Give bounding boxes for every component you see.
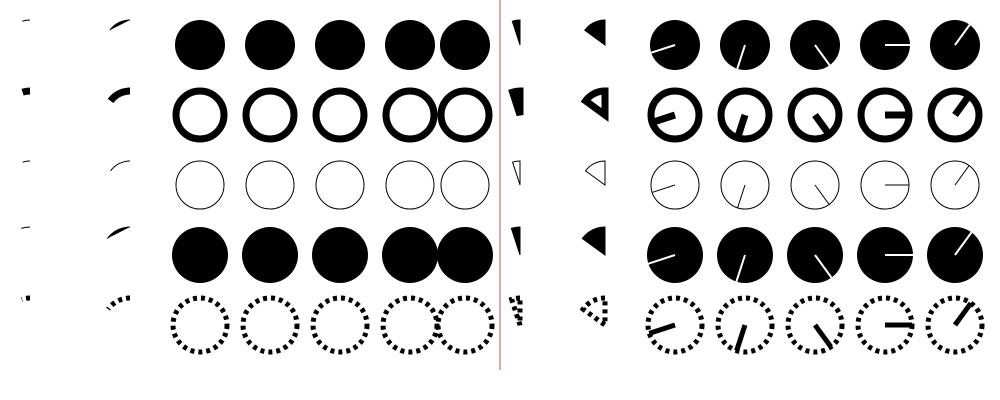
arc-right-r4-c4-radius — [735, 254, 746, 282]
arc-right-r3-c5 — [790, 160, 840, 210]
arc-right-r2-c1 — [508, 87, 524, 117]
arc-right-r4-c7-radius — [954, 231, 973, 256]
arc-left-r2-c4 — [242, 87, 298, 143]
arc-right-r3-c7 — [930, 160, 980, 210]
arc-right-r2-c3-radius — [651, 111, 677, 126]
arc-left-r3-c5 — [315, 160, 365, 210]
arc-right-r3-c7-radius — [954, 165, 970, 186]
arc-left-r4-c2 — [106, 226, 131, 239]
arc-right-r3-c4-radius — [737, 184, 746, 208]
arc-right-r5-c4 — [715, 295, 775, 355]
arc-left-r5-c2 — [106, 295, 131, 311]
arc-right-r5-c3-radius — [648, 322, 676, 336]
arc-right-r5-c7 — [925, 295, 985, 355]
arc-left-r1-c5 — [315, 20, 365, 70]
arc-left-r4-c3 — [172, 227, 228, 283]
arc-left-r2-c2 — [107, 87, 131, 104]
arc-right-r4-c5-radius — [814, 254, 833, 279]
arc-right-r2-c7 — [927, 87, 983, 143]
arc-left-r1-c4 — [245, 20, 295, 70]
arc-left-r3-c2 — [110, 160, 131, 172]
arc-right-r5-c2 — [579, 295, 608, 330]
arc-left-r3-c6 — [385, 160, 435, 210]
arc-right-r2-c5-radius — [812, 112, 832, 137]
arc-right-r2-c4 — [717, 87, 773, 143]
arc-right-r1-c5-radius — [814, 44, 831, 66]
arc-right-r1-c1 — [511, 19, 521, 46]
arc-left-r1-c7 — [440, 20, 490, 70]
arc-left-r3-c1 — [22, 160, 31, 163]
arc-left-r4-c6 — [382, 227, 438, 283]
arc-right-r3-c4 — [720, 160, 770, 210]
arc-left-r2-c3 — [172, 87, 228, 143]
arc-left-r4-c7 — [437, 227, 493, 283]
arc-left-r5-c3 — [170, 295, 230, 355]
arc-right-r2-c5 — [787, 87, 843, 143]
arc-right-r2-c2 — [580, 87, 609, 122]
arc-left-r5-c1 — [20, 295, 31, 302]
arc-right-r5-c5 — [785, 295, 845, 355]
arc-right-r3-c3-radius — [652, 184, 676, 193]
arc-left-r3-c4 — [245, 160, 295, 210]
arc-left-r2-c5 — [312, 87, 368, 143]
arc-right-r2-c3 — [647, 87, 703, 143]
arc-right-r4-c2 — [581, 226, 606, 256]
arc-left-r4-c1 — [21, 226, 31, 229]
arc-left-r5-c4 — [240, 295, 300, 355]
arc-left-r1-c3 — [175, 20, 225, 70]
arc-left-r5-c7 — [435, 295, 495, 355]
arc-right-r5-c7-radius — [952, 301, 973, 327]
arc-right-r4-c3-radius — [648, 254, 676, 265]
arc-left-r5-c6 — [380, 295, 440, 355]
arc-left-r5-c5 — [310, 295, 370, 355]
arc-left-r4-c5 — [312, 227, 368, 283]
arc-right-r3-c2 — [584, 160, 606, 186]
arc-right-r1-c2 — [584, 19, 606, 46]
arc-right-r1-c4-radius — [736, 44, 746, 70]
arc-right-r3-c5-radius — [814, 184, 830, 205]
arc-right-r4-c1 — [510, 226, 521, 256]
arc-right-r1-c3-radius — [650, 44, 676, 54]
arc-left-r1-c2 — [109, 19, 131, 31]
arc-right-r5-c3 — [645, 295, 705, 355]
arc-left-r2-c6 — [382, 87, 438, 143]
arc-left-r1-c6 — [385, 20, 435, 70]
arc-left-r1-c1 — [22, 19, 31, 22]
arc-right-r3-c3 — [650, 160, 700, 210]
arc-right-r1-c7-radius — [954, 24, 971, 46]
arc-right-r3-c1 — [511, 160, 521, 186]
arc-right-r5-c1 — [508, 295, 523, 326]
arc-left-r2-c7 — [437, 87, 493, 143]
arc-right-r2-c7-radius — [952, 93, 972, 118]
arc-right-r2-c4-radius — [734, 113, 749, 139]
arc-left-r3-c3 — [175, 160, 225, 210]
arc-left-r2-c1 — [21, 87, 31, 96]
arc-left-r4-c4 — [242, 227, 298, 283]
arc-right-r5-c5-radius — [812, 323, 833, 349]
arc-left-r3-c7 — [440, 160, 490, 210]
arc-right-r5-c4-radius — [734, 324, 748, 352]
